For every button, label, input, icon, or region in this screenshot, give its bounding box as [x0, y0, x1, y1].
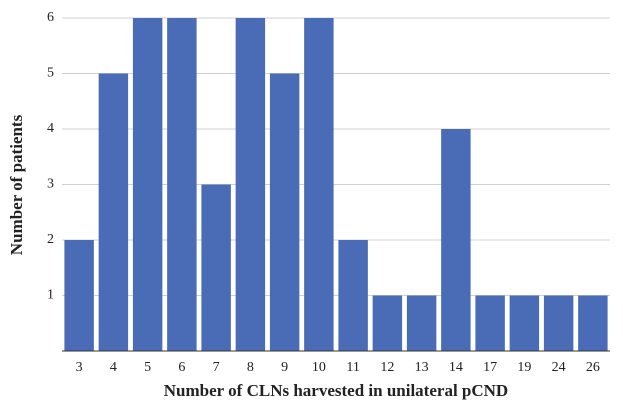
bar: [132, 18, 163, 351]
bar: [338, 240, 368, 351]
y-tick-label: 6: [47, 10, 54, 25]
bar: [269, 73, 300, 351]
bar: [475, 295, 505, 351]
x-tick-label: 13: [415, 360, 429, 375]
x-tick-label: 12: [380, 360, 394, 375]
y-tick-label: 2: [47, 232, 54, 247]
x-tick-label: 10: [312, 360, 326, 375]
x-tick-label: 24: [552, 360, 566, 375]
bar: [578, 295, 608, 351]
x-tick-label: 3: [76, 360, 83, 375]
x-tick-label: 26: [586, 360, 600, 375]
x-axis-title: Number of CLNs harvested in unilateral p…: [164, 381, 508, 400]
x-tick-label: 9: [281, 360, 288, 375]
bar: [543, 295, 574, 351]
bar: [372, 295, 403, 351]
x-tick-label: 19: [517, 360, 531, 375]
x-tick-label: 7: [213, 360, 220, 375]
bar: [98, 73, 129, 351]
x-tick-label: 17: [483, 360, 497, 375]
bar: [167, 18, 197, 351]
bar: [509, 295, 540, 351]
bar: [304, 18, 334, 351]
bar: [64, 240, 94, 351]
bar: [201, 184, 231, 351]
x-tick-label: 14: [449, 360, 463, 375]
bar: [406, 295, 437, 351]
x-tick-label: 11: [346, 360, 359, 375]
y-tick-label: 5: [47, 66, 54, 81]
x-tick-label: 4: [110, 360, 117, 375]
bar: [235, 18, 266, 351]
x-tick-label: 8: [247, 360, 254, 375]
x-tick-label: 5: [144, 360, 151, 375]
y-tick-label: 1: [47, 288, 54, 303]
bar: [441, 129, 471, 351]
y-tick-label: 3: [47, 177, 54, 192]
y-axis-title: Number of patients: [7, 114, 26, 255]
x-tick-label: 6: [178, 360, 185, 375]
y-tick-label: 4: [47, 121, 54, 136]
